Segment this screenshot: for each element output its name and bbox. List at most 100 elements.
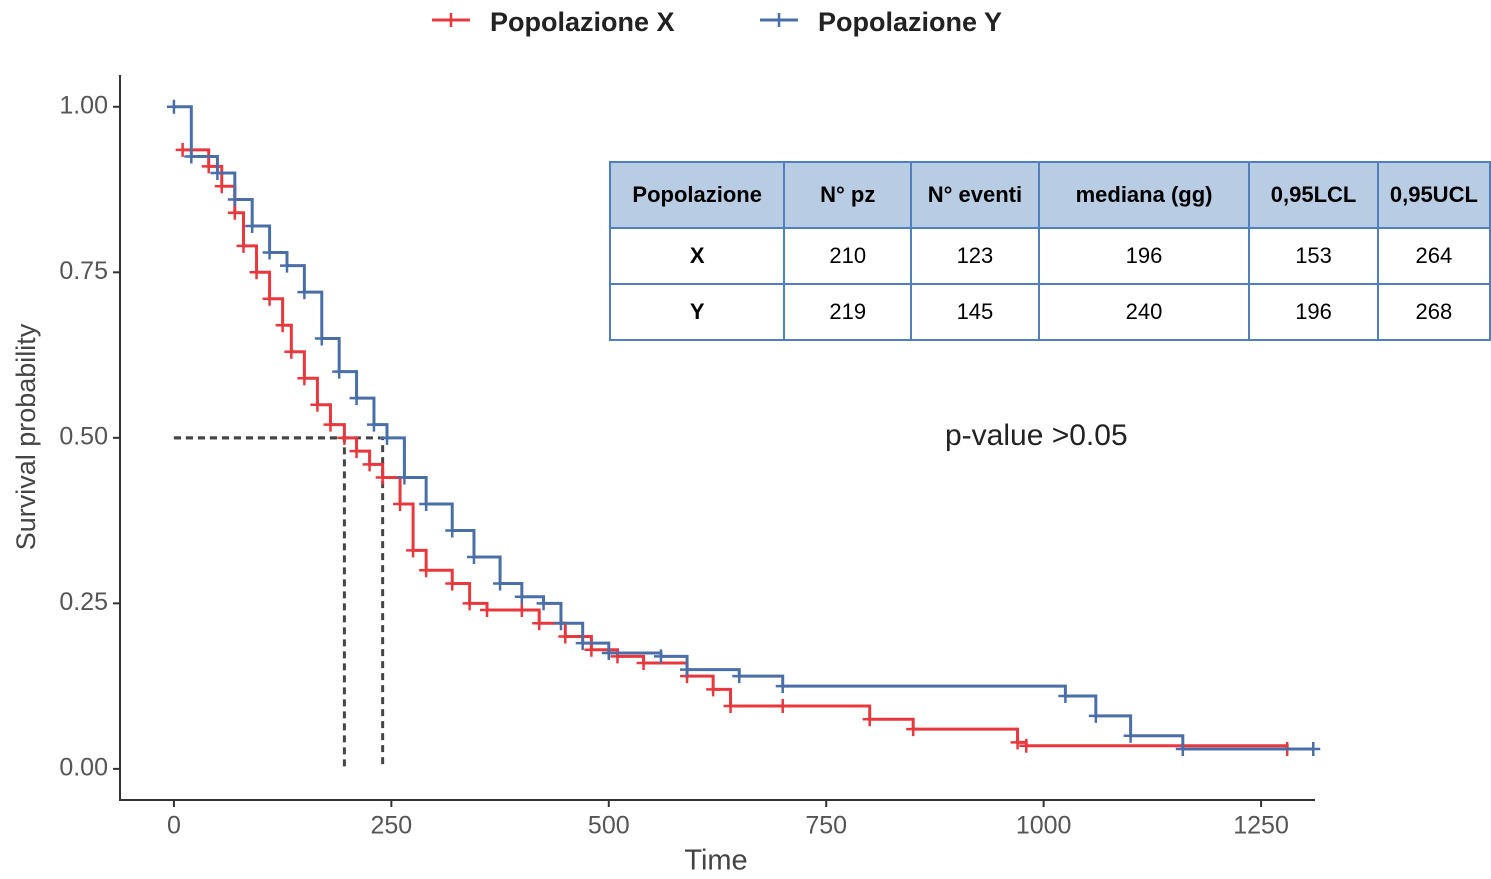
table-header: Popolazione N° pz N° eventi mediana (gg) 0,9… xyxy=(608,161,1491,229)
x-tick-label: 0 xyxy=(167,812,181,840)
censor-mark xyxy=(466,550,481,565)
median-line xyxy=(173,436,346,769)
x-tick-label: 750 xyxy=(805,812,847,840)
y-tick-label: 0.75 xyxy=(59,257,108,285)
censor-mark xyxy=(653,649,668,664)
censor-mark xyxy=(532,616,547,631)
censor-mark xyxy=(175,142,190,157)
x-tick-label: 500 xyxy=(588,812,630,840)
censor-mark xyxy=(314,331,329,346)
censor-mark xyxy=(406,543,421,558)
censor-mark xyxy=(375,470,390,485)
censor-mark xyxy=(227,205,242,220)
table-cell: 123 xyxy=(910,227,1040,285)
censor-mark xyxy=(393,497,408,512)
censor-mark xyxy=(462,596,477,611)
y-tick-label: 1.00 xyxy=(59,91,108,119)
censor-mark xyxy=(775,698,790,713)
y-tick-label: 0.50 xyxy=(59,422,108,450)
censor-mark xyxy=(214,179,229,194)
censor-mark xyxy=(323,417,338,432)
censor-mark xyxy=(419,497,434,512)
censor-mark xyxy=(349,391,364,406)
censor-mark xyxy=(332,364,347,379)
censor-mark xyxy=(166,99,181,114)
censor-mark xyxy=(297,371,312,386)
censor-mark xyxy=(445,523,460,538)
table-row: X 210 123 196 153 264 xyxy=(608,227,1491,285)
censor-mark xyxy=(362,457,377,472)
censor-mark xyxy=(1019,738,1034,753)
p-value: p-value >0.05 xyxy=(945,419,1128,452)
header-cell: 0,95UCL xyxy=(1376,161,1491,229)
censor-mark xyxy=(380,430,395,445)
censor-mark xyxy=(1123,728,1138,743)
table-cell: 240 xyxy=(1037,283,1251,341)
table-row: Y 219 145 240 196 268 xyxy=(608,283,1491,341)
x-tick-label: 1000 xyxy=(1016,812,1072,840)
legend-label: Popolazione X xyxy=(490,7,675,37)
censor-mark xyxy=(279,258,294,273)
censor-mark xyxy=(249,265,264,280)
censor-mark xyxy=(514,602,529,617)
censor-mark xyxy=(906,722,921,737)
censor-mark xyxy=(1058,689,1073,704)
header-cell: N° eventi xyxy=(910,161,1040,229)
header-cell: N° pz xyxy=(783,161,913,229)
censor-mark xyxy=(558,629,573,644)
table-cell: 264 xyxy=(1376,227,1491,285)
censor-mark xyxy=(366,417,381,432)
table-cell: X xyxy=(608,227,786,285)
censor-mark xyxy=(297,285,312,300)
censor-mark xyxy=(419,563,434,578)
censor-mark xyxy=(210,165,225,180)
censor-mark xyxy=(262,245,277,260)
censor-mark xyxy=(227,192,242,207)
censor-mark xyxy=(284,344,299,359)
censor-mark xyxy=(310,397,325,412)
median-line xyxy=(173,436,385,769)
survival-curve xyxy=(182,148,1289,750)
censor-mark xyxy=(397,470,412,485)
legend-swatch xyxy=(772,13,786,27)
censor-mark xyxy=(706,682,721,697)
legend-swatch xyxy=(444,13,458,27)
censor-mark xyxy=(732,669,747,684)
header-cell: 0,95LCL xyxy=(1248,161,1379,229)
table-cell: Y xyxy=(608,283,786,341)
censor-mark xyxy=(862,712,877,727)
header-cell: mediana (gg) xyxy=(1037,161,1251,229)
x-tick-label: 1250 xyxy=(1233,812,1289,840)
censor-mark xyxy=(275,318,290,333)
x-tick-label: 250 xyxy=(370,812,412,840)
censor-mark xyxy=(610,649,625,664)
table-cell: 196 xyxy=(1248,283,1379,341)
censor-mark xyxy=(553,616,568,631)
y-tick-label: 0.00 xyxy=(59,753,108,781)
censor-mark xyxy=(514,589,529,604)
censor-mark xyxy=(680,662,695,677)
censor-mark xyxy=(1088,708,1103,723)
table-cell: 219 xyxy=(783,283,913,341)
table-cell: 268 xyxy=(1376,283,1491,341)
censor-mark xyxy=(1175,742,1190,757)
censor-mark xyxy=(493,576,508,591)
censor-mark xyxy=(1306,742,1321,757)
censor-mark xyxy=(337,430,352,445)
censor-mark xyxy=(536,596,551,611)
censor-mark xyxy=(245,218,260,233)
header-cell: Popolazione xyxy=(608,161,786,229)
censor-mark xyxy=(723,698,738,713)
table-cell: 210 xyxy=(783,227,913,285)
censor-mark xyxy=(601,646,616,661)
censor-mark xyxy=(349,444,364,459)
y-tick-label: 0.25 xyxy=(59,588,108,616)
table-cell: 196 xyxy=(1037,227,1251,285)
censor-mark xyxy=(201,159,216,174)
censor-mark xyxy=(480,602,495,617)
censor-mark xyxy=(584,642,599,657)
y-axis-label: Survival probability xyxy=(11,323,41,550)
legend-label: Popolazione Y xyxy=(818,7,1002,37)
